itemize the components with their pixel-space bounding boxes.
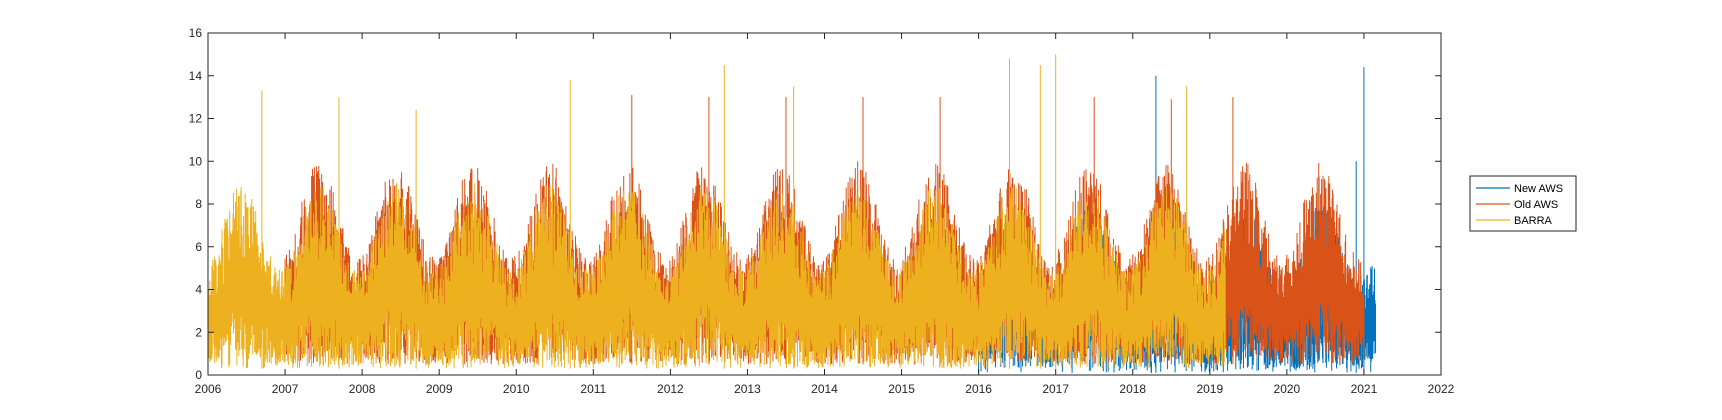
y-tick-label: 12: [189, 112, 203, 126]
x-tick-label: 2016: [965, 382, 992, 396]
y-tick-label: 2: [195, 325, 202, 339]
y-tick-label: 8: [195, 197, 202, 211]
x-tick-label: 2013: [734, 382, 761, 396]
y-tick-label: 10: [189, 154, 203, 168]
y-tick-label: 4: [195, 283, 202, 297]
x-tick-label: 2017: [1042, 382, 1069, 396]
x-tick-label: 2007: [272, 382, 299, 396]
x-tick-label: 2012: [657, 382, 684, 396]
x-tick-label: 2009: [426, 382, 453, 396]
y-tick-label: 16: [189, 26, 203, 40]
x-tick-label: 2011: [580, 382, 606, 396]
y-tick-label: 6: [195, 240, 202, 254]
x-tick-label: 2021: [1351, 382, 1378, 396]
x-tick-label: 2019: [1196, 382, 1223, 396]
y-tick-label: 14: [189, 69, 203, 83]
x-tick-label: 2014: [811, 382, 838, 396]
legend-label-new-aws: New AWS: [1514, 183, 1563, 195]
x-tick-label: 2022: [1428, 382, 1455, 396]
x-tick-label: 2010: [503, 382, 530, 396]
x-tick-label: 2006: [195, 382, 222, 396]
x-tick-label: 2020: [1274, 382, 1301, 396]
legend: New AWS Old AWS BARRA: [1469, 175, 1577, 232]
axes-ticks: 2006 2007 2008 2009 2010 2011 2012 2013 2014 2015…: [189, 26, 1455, 396]
x-tick-label: 2008: [349, 382, 376, 396]
x-tick-label: 2018: [1119, 382, 1146, 396]
y-tick-label: 0: [195, 368, 202, 382]
x-tick-label: 2015: [888, 382, 915, 396]
legend-label-old-aws: Old AWS: [1514, 199, 1558, 211]
legend-label-barra: BARRA: [1514, 215, 1553, 227]
series-layer: [207, 54, 1376, 373]
